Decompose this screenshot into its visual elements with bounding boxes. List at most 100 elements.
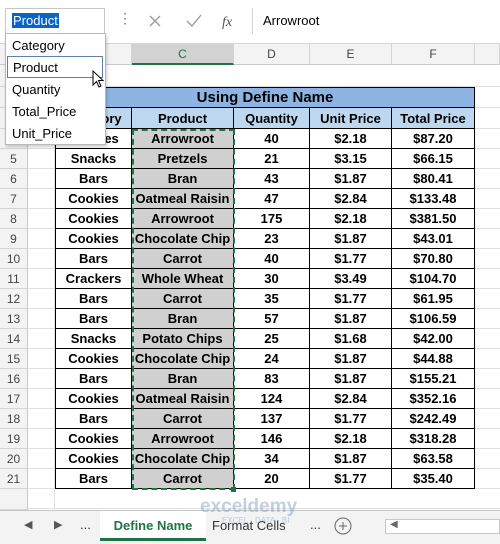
data-cell: Chocolate Chip bbox=[132, 449, 234, 469]
data-cell: $106.59 bbox=[392, 309, 475, 329]
data-cell: $155.21 bbox=[392, 369, 475, 389]
data-cell: $44.88 bbox=[392, 349, 475, 369]
column-header bbox=[475, 44, 500, 65]
sheet-tab[interactable]: Format Cells bbox=[212, 518, 286, 533]
data-cell: $1.87 bbox=[310, 169, 392, 189]
dropdown-item[interactable]: Category bbox=[12, 37, 65, 53]
tab-ellipsis[interactable]: ... bbox=[80, 517, 91, 532]
data-cell: Cookies bbox=[55, 229, 132, 249]
data-cell: Bars bbox=[55, 169, 132, 189]
data-cell: 34 bbox=[234, 449, 310, 469]
header-cell: Total Price bbox=[392, 108, 475, 129]
data-cell: $2.84 bbox=[310, 189, 392, 209]
data-cell: $66.15 bbox=[392, 149, 475, 169]
data-cell: Oatmeal Raisin bbox=[132, 189, 234, 209]
data-cell: $1.87 bbox=[310, 309, 392, 329]
data-cell: Bars bbox=[55, 469, 132, 489]
copy-selection bbox=[132, 129, 235, 490]
dropdown-item[interactable]: Quantity bbox=[12, 81, 61, 97]
data-cell: $1.77 bbox=[310, 249, 392, 269]
dropdown-item[interactable]: Product bbox=[7, 56, 103, 78]
cancel-icon[interactable] bbox=[149, 15, 161, 27]
data-cell: Snacks bbox=[55, 329, 132, 349]
row-header: 17 bbox=[0, 389, 28, 409]
formula-input[interactable]: Arrowroot bbox=[252, 8, 500, 34]
data-cell: 146 bbox=[234, 429, 310, 449]
tab-ellipsis[interactable]: ... bbox=[310, 517, 321, 532]
row-header: 12 bbox=[0, 289, 28, 309]
data-cell: $381.50 bbox=[392, 209, 475, 229]
data-cell: 57 bbox=[234, 309, 310, 329]
data-cell: $2.84 bbox=[310, 389, 392, 409]
row-header: 6 bbox=[0, 169, 28, 189]
row-header: 13 bbox=[0, 309, 28, 329]
data-cell: Bran bbox=[132, 169, 234, 189]
data-cell: Bran bbox=[132, 369, 234, 389]
data-cell: 35 bbox=[234, 289, 310, 309]
name-box[interactable]: Product bbox=[5, 8, 105, 34]
data-cell: Cookies bbox=[55, 349, 132, 369]
row-header: 7 bbox=[0, 189, 28, 209]
active-tab[interactable]: Define Name bbox=[100, 511, 206, 541]
sheet-tabs-bar: ◀ ▶ ... Define Name Format Cells ... ◀ bbox=[0, 510, 500, 544]
row-header: 16 bbox=[0, 369, 28, 389]
row-header: 21 bbox=[0, 469, 28, 489]
data-cell: 25 bbox=[234, 329, 310, 349]
table-title: Using Define Name bbox=[55, 87, 475, 108]
data-cell: Bars bbox=[55, 249, 132, 269]
data-cell: $104.70 bbox=[392, 269, 475, 289]
data-cell: $242.49 bbox=[392, 409, 475, 429]
name-box-text: Product bbox=[12, 13, 59, 28]
data-cell: $87.20 bbox=[392, 129, 475, 149]
tab-next[interactable]: ▶ bbox=[54, 519, 63, 531]
data-cell: $80.41 bbox=[392, 169, 475, 189]
data-cell: 40 bbox=[234, 129, 310, 149]
data-cell: $42.00 bbox=[392, 329, 475, 349]
row-header: 14 bbox=[0, 329, 28, 349]
data-cell: $1.87 bbox=[310, 369, 392, 389]
data-cell: $2.18 bbox=[310, 429, 392, 449]
dropdown-item[interactable]: Unit_Price bbox=[12, 125, 72, 141]
watermark-brand: exceldemy bbox=[200, 496, 298, 517]
data-cell: $1.77 bbox=[310, 289, 392, 309]
data-cell: $1.77 bbox=[310, 409, 392, 429]
data-cell: $3.49 bbox=[310, 269, 392, 289]
data-cell: $1.87 bbox=[310, 449, 392, 469]
watermark-tagline: EXCEL · DATA · BI bbox=[222, 516, 290, 525]
data-cell: Arrowroot bbox=[132, 129, 234, 149]
data-cell: $35.40 bbox=[392, 469, 475, 489]
add-sheet[interactable] bbox=[333, 516, 353, 536]
data-cell: $61.95 bbox=[392, 289, 475, 309]
data-cell: $318.28 bbox=[392, 429, 475, 449]
data-cell: 24 bbox=[234, 349, 310, 369]
row-header bbox=[0, 489, 28, 510]
data-cell: 21 bbox=[234, 149, 310, 169]
data-cell: 43 bbox=[234, 169, 310, 189]
data-cell: Cookies bbox=[55, 389, 132, 409]
name-dropdown: Category Product Quantity Total_Price Unit_P… bbox=[5, 33, 106, 145]
data-cell: Carrot bbox=[132, 289, 234, 309]
column-header: E bbox=[310, 44, 392, 65]
data-cell: Oatmeal Raisin bbox=[132, 389, 234, 409]
row-header: 18 bbox=[0, 409, 28, 429]
row-header: 9 bbox=[0, 229, 28, 249]
h-scrollbar[interactable]: ◀ bbox=[385, 519, 500, 534]
tab-prev[interactable]: ◀ bbox=[24, 519, 33, 531]
row-header: 8 bbox=[0, 209, 28, 229]
dropdown-item[interactable]: Total_Price bbox=[12, 103, 77, 119]
row-header: 19 bbox=[0, 429, 28, 449]
header-cell: Unit Price bbox=[310, 108, 392, 129]
data-cell: Whole Wheat bbox=[132, 269, 234, 289]
data-cell: Cookies bbox=[55, 429, 132, 449]
enter-icon[interactable] bbox=[186, 14, 202, 27]
data-cell: 137 bbox=[234, 409, 310, 429]
more-icon: ⋮ bbox=[118, 10, 132, 26]
data-cell: Chocolate Chip bbox=[132, 229, 234, 249]
fx-icon[interactable]: fx bbox=[222, 15, 233, 30]
data-cell: $43.01 bbox=[392, 229, 475, 249]
data-cell: Cookies bbox=[55, 189, 132, 209]
data-cell: Potato Chips bbox=[132, 329, 234, 349]
fill-handle bbox=[231, 487, 236, 492]
data-cell: $1.68 bbox=[310, 329, 392, 349]
data-cell: Snacks bbox=[55, 149, 132, 169]
